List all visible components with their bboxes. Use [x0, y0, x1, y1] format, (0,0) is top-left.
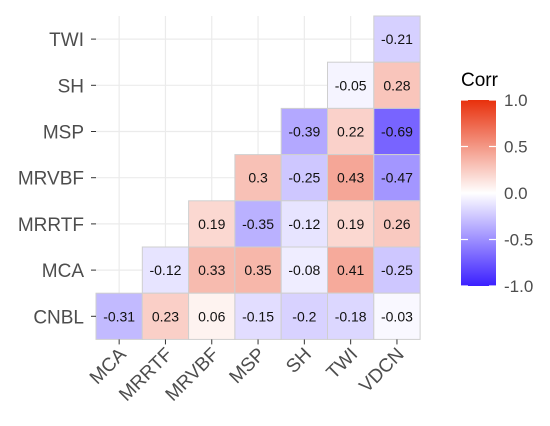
heatmap-cell	[327, 154, 375, 202]
cell-value-label: 0.41	[337, 262, 364, 278]
cell-value-label: -0.12	[288, 216, 320, 232]
cell-value-label: -0.2	[292, 308, 316, 324]
heatmap-cell	[327, 61, 375, 109]
legend-tick-label: 1.0	[504, 91, 528, 110]
y-tick-label: CNBL	[33, 307, 84, 328]
heatmap-cell	[234, 154, 282, 202]
cell-value-label: -0.03	[381, 308, 413, 324]
x-tick-label: SH	[282, 344, 316, 378]
cell-value-label: -0.39	[288, 124, 320, 140]
cell-value-label: 0.19	[198, 216, 225, 232]
legend-ticks: 1.0 0.5 0.0 -0.5 -1.0	[461, 91, 533, 296]
y-tick-label: SH	[58, 76, 84, 97]
heatmap-cell	[373, 246, 421, 294]
heatmap-cell	[327, 107, 375, 156]
heatmap-cell	[280, 246, 329, 294]
y-tick-label: MRVBF	[18, 169, 84, 190]
x-tick-label: MSP	[226, 344, 270, 388]
y-tick-label: MSP	[43, 123, 84, 144]
heatmap-cell	[188, 200, 236, 248]
y-tick-label: MRRTF	[18, 215, 84, 236]
y-axis-labels: TWI SH MSP MRVBF MRRTF MCA CNBL	[18, 30, 96, 328]
cell-value-label: -0.21	[381, 31, 413, 47]
heatmap-cell	[280, 107, 329, 156]
heatmap-cell	[373, 154, 421, 202]
cell-value-label: 0.43	[337, 170, 364, 186]
heatmap-cell	[373, 15, 421, 63]
legend-title: Corr	[461, 70, 499, 91]
cell-value-label: -0.35	[242, 216, 274, 232]
legend-tick-label: -0.5	[504, 231, 533, 250]
cell-value-label: -0.47	[381, 170, 413, 186]
y-tick-label: TWI	[49, 30, 84, 51]
cell-value-label: 0.06	[198, 308, 225, 324]
cell-value-label: 0.22	[337, 124, 364, 140]
heatmap-cell	[280, 200, 329, 248]
cell-value-label: 0.28	[383, 77, 410, 93]
heatmap-cells: -0.21 -0.05 0.28 -0.39 0.22 -0.69 0.3 -0.25 0.43…	[95, 15, 421, 340]
cell-value-label: 0.33	[198, 262, 225, 278]
cell-value-label: 0.23	[152, 308, 179, 324]
heatmap-cell	[373, 107, 421, 156]
legend-tick-label: 0.0	[504, 184, 528, 203]
cell-value-label: 0.3	[248, 170, 268, 186]
cell-value-label: 0.19	[337, 216, 364, 232]
cell-value-label: -0.12	[149, 262, 181, 278]
x-tick-label: VDCN	[356, 344, 409, 397]
legend-tick-label: 0.5	[504, 138, 528, 157]
color-legend: Corr 1.0 0.5 0.0 -0.5 -1.0	[461, 70, 533, 296]
cell-value-label: -0.05	[335, 77, 367, 93]
legend-tick-label: -1.0	[504, 277, 533, 296]
cell-value-label: -0.15	[242, 308, 274, 324]
cell-value-label: -0.08	[288, 262, 320, 278]
cell-value-label: -0.25	[288, 170, 320, 186]
cell-value-label: -0.31	[103, 308, 135, 324]
cell-value-label: -0.18	[335, 308, 367, 324]
cell-value-label: -0.69	[381, 124, 413, 140]
x-tick-label: TWI	[323, 344, 362, 383]
y-tick-label: MCA	[42, 261, 85, 282]
cell-value-label: -0.25	[381, 262, 413, 278]
cell-value-label: 0.35	[244, 262, 271, 278]
heatmap-cell	[188, 292, 236, 340]
cell-value-label: 0.26	[383, 216, 410, 232]
